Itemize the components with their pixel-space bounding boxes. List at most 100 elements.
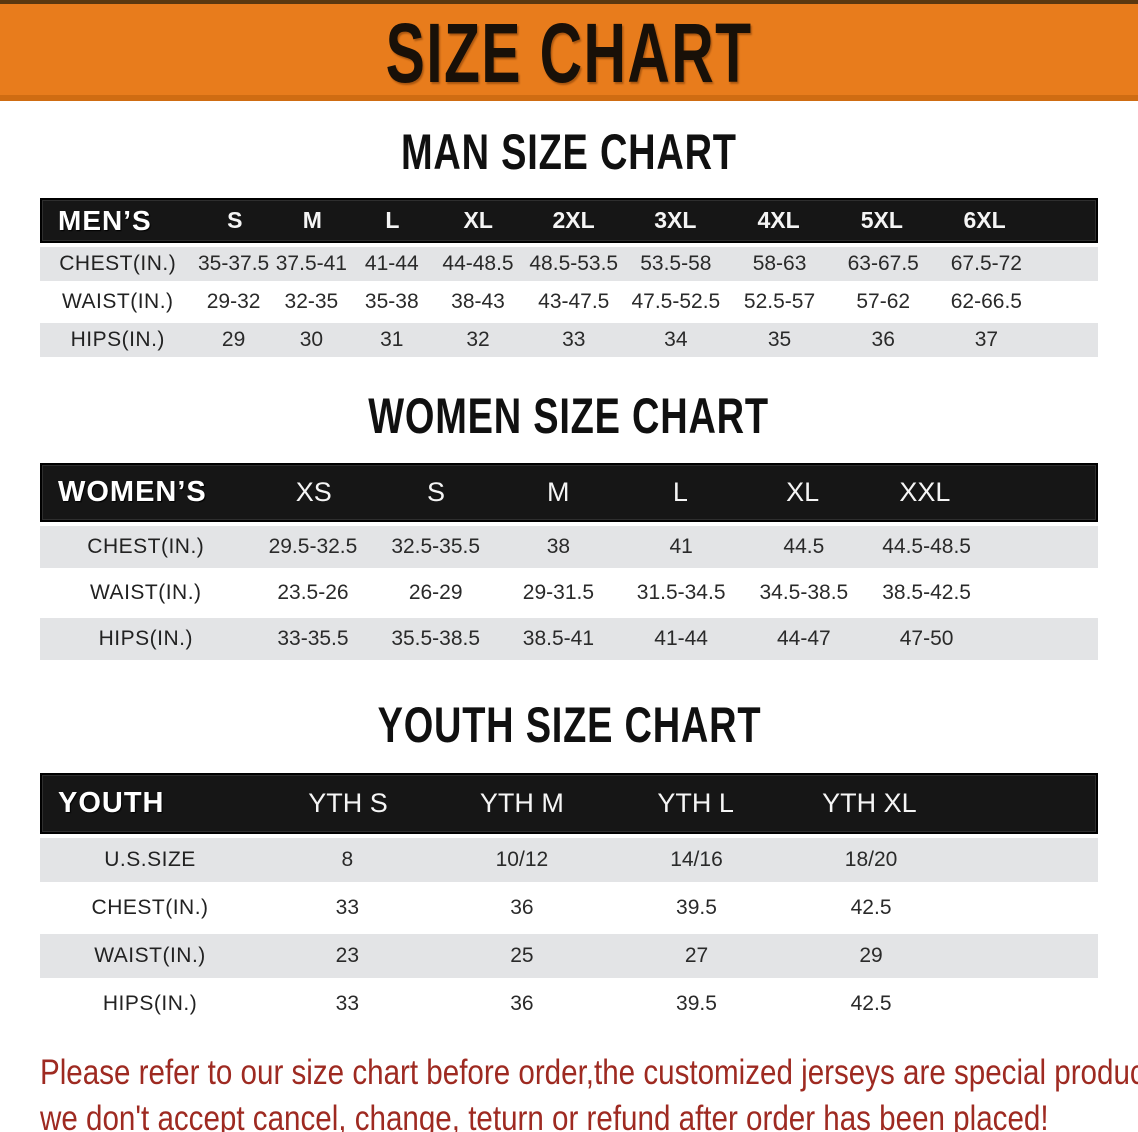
- value-cell: 44.5: [783, 535, 825, 558]
- value-cell: 37.5-41: [275, 252, 347, 275]
- value-cell: 36: [510, 896, 534, 919]
- value-cell: 29: [859, 944, 883, 967]
- size-chart-banner: SIZE CHART: [0, 0, 1138, 101]
- women-section-heading: WOMEN SIZE CHART: [0, 391, 1138, 441]
- value-cell: 63-67.5: [847, 252, 919, 275]
- value-cell: 34: [664, 328, 688, 351]
- women-row-waist: WAIST(IN.) 23.5-26 26-29 29-31.5 31.5-34…: [40, 572, 1098, 614]
- value-cell: 34.5-38.5: [759, 581, 849, 604]
- value-cell: 30: [299, 328, 324, 351]
- value-cell: 29-31.5: [522, 581, 595, 604]
- men-size-m: M: [302, 207, 322, 233]
- youth-size-l: YTH L: [657, 788, 734, 818]
- row-label: WAIST(IN.): [94, 944, 206, 967]
- men-size-4xl: 4XL: [757, 207, 800, 233]
- row-label: WAIST(IN.): [90, 581, 202, 604]
- value-cell: 36: [871, 328, 895, 351]
- value-cell: 29.5-32.5: [268, 535, 358, 558]
- value-cell: 33: [335, 992, 360, 1015]
- value-cell: 32-35: [284, 290, 339, 313]
- row-label: CHEST(IN.): [59, 252, 177, 275]
- value-cell: 41-44: [364, 252, 419, 275]
- value-cell: 41: [669, 535, 693, 558]
- youth-table-header-row: YOUTH YTH S YTH M YTH L YTH XL: [40, 773, 1098, 834]
- men-size-3xl: 3XL: [654, 207, 697, 233]
- women-size-s: S: [427, 477, 446, 507]
- row-label: CHEST(IN.): [91, 896, 209, 919]
- value-cell: 31.5-34.5: [636, 581, 726, 604]
- value-cell: 38-43: [451, 290, 505, 313]
- women-size-xxl: XXL: [899, 477, 951, 507]
- youth-size-m: YTH M: [479, 788, 564, 818]
- value-cell: 35-38: [364, 290, 419, 313]
- youth-size-s: YTH S: [308, 788, 388, 818]
- order-policy-note: Please refer to our size chart before or…: [40, 1050, 1138, 1132]
- value-cell: 33: [562, 328, 586, 351]
- value-cell: 39.5: [676, 896, 717, 919]
- value-cell: 38: [546, 535, 571, 558]
- men-size-l: L: [385, 207, 400, 233]
- banner-title: SIZE CHART: [385, 5, 753, 100]
- women-header-label: WOMEN’S: [58, 476, 207, 508]
- women-size-l: L: [672, 477, 688, 507]
- value-cell: 44-47: [777, 627, 831, 650]
- men-size-table: MEN’S S M L XL 2XL 3XL 4XL 5XL 6XL CHEST…: [40, 198, 1098, 357]
- women-size-xl: XL: [786, 477, 820, 507]
- value-cell: 38.5-41: [522, 627, 595, 650]
- value-cell: 37: [974, 328, 999, 351]
- value-cell: 25: [510, 944, 534, 967]
- row-label: CHEST(IN.): [87, 535, 205, 558]
- youth-row-chest: CHEST(IN.) 33 36 39.5 42.5: [40, 886, 1098, 930]
- youth-size-table: YOUTH YTH S YTH M YTH L YTH XL U.S.SIZE …: [40, 773, 1098, 1026]
- value-cell: 29-32: [206, 290, 261, 313]
- youth-section-heading: YOUTH SIZE CHART: [0, 700, 1138, 750]
- women-size-m: M: [546, 477, 570, 507]
- men-row-waist: WAIST(IN.) 29-32 32-35 35-38 38-43 43-47…: [40, 285, 1098, 319]
- men-header-label: MEN’S: [58, 204, 152, 236]
- women-row-chest: CHEST(IN.) 29.5-32.5 32.5-35.5 38 41 44.…: [40, 526, 1098, 568]
- value-cell: 29: [221, 328, 246, 351]
- value-cell: 67.5-72: [950, 252, 1022, 275]
- women-table-header-row: WOMEN’S XS S M L XL XXL: [40, 463, 1098, 522]
- row-label: HIPS(IN.): [102, 992, 198, 1015]
- value-cell: 42.5: [850, 896, 892, 919]
- value-cell: 23: [335, 944, 360, 967]
- men-size-5xl: 5XL: [860, 207, 903, 233]
- value-cell: 14/16: [670, 848, 723, 871]
- row-label: HIPS(IN.): [98, 627, 193, 650]
- youth-row-hips: HIPS(IN.) 33 36 39.5 42.5: [40, 982, 1098, 1026]
- men-section-heading: MAN SIZE CHART: [0, 127, 1138, 177]
- youth-header-label: YOUTH: [58, 787, 165, 819]
- value-cell: 31: [380, 328, 404, 351]
- men-size-2xl: 2XL: [552, 207, 595, 233]
- youth-row-ussize: U.S.SIZE 8 10/12 14/16 18/20: [40, 838, 1098, 882]
- value-cell: 57-62: [856, 290, 911, 313]
- value-cell: 47.5-52.5: [631, 290, 721, 313]
- women-row-hips: HIPS(IN.) 33-35.5 35.5-38.5 38.5-41 41-4…: [40, 618, 1098, 660]
- value-cell: 39.5: [676, 992, 717, 1015]
- value-cell: 53.5-58: [640, 252, 712, 275]
- value-cell: 8: [341, 848, 354, 871]
- value-cell: 32: [466, 328, 490, 351]
- youth-section-heading-text: YOUTH SIZE CHART: [377, 697, 761, 753]
- value-cell: 35.5-38.5: [391, 627, 481, 650]
- value-cell: 32.5-35.5: [391, 535, 481, 558]
- order-policy-note-line1: Please refer to our size chart before or…: [40, 1053, 1138, 1092]
- women-section-heading-text: WOMEN SIZE CHART: [368, 388, 770, 444]
- men-size-xl: XL: [463, 207, 493, 233]
- men-table-header-row: MEN’S S M L XL 2XL 3XL 4XL 5XL 6XL: [40, 198, 1098, 243]
- row-label: WAIST(IN.): [61, 290, 174, 313]
- men-row-chest: CHEST(IN.) 35-37.5 37.5-41 41-44 44-48.5…: [40, 247, 1098, 281]
- men-row-hips: HIPS(IN.) 29 30 31 32 33 34 35 36 37: [40, 323, 1098, 357]
- value-cell: 43-47.5: [538, 290, 610, 313]
- men-size-s: S: [227, 207, 243, 233]
- value-cell: 18/20: [844, 848, 898, 871]
- value-cell: 23.5-26: [277, 581, 349, 604]
- youth-row-waist: WAIST(IN.) 23 25 27 29: [40, 934, 1098, 978]
- value-cell: 35-37.5: [197, 252, 270, 275]
- value-cell: 36: [510, 992, 534, 1015]
- value-cell: 33: [335, 896, 360, 919]
- value-cell: 42.5: [850, 992, 892, 1015]
- value-cell: 62-66.5: [950, 290, 1022, 313]
- value-cell: 33-35.5: [277, 627, 349, 650]
